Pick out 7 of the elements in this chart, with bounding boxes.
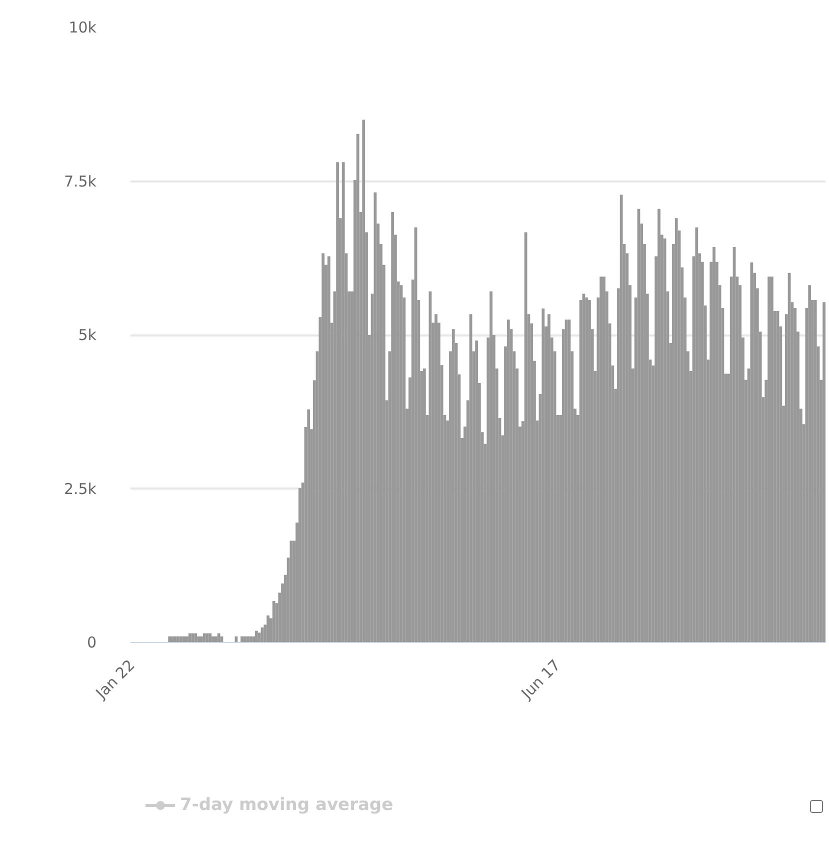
y-tick-label: 5k [78, 326, 97, 344]
x-tick-label: Jan 22 [92, 656, 138, 703]
x-tick-label: Jun 17 [517, 656, 564, 704]
y-tick-label: 2.5k [64, 480, 97, 498]
y-tick-label: 10k [68, 18, 97, 36]
y-tick-label: 0 [86, 634, 97, 652]
y-tick-label: 7.5k [64, 172, 97, 190]
